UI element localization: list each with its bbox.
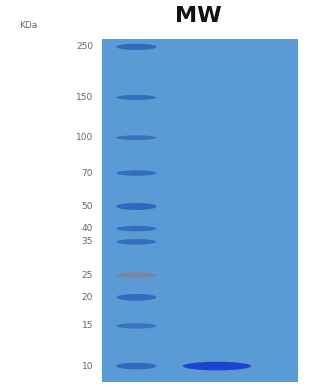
Text: 70: 70 (82, 169, 93, 178)
Text: 150: 150 (76, 93, 93, 102)
Ellipse shape (116, 203, 157, 210)
Ellipse shape (183, 362, 251, 370)
Ellipse shape (116, 135, 157, 140)
Ellipse shape (116, 95, 157, 100)
Ellipse shape (116, 44, 157, 50)
Text: 10: 10 (82, 361, 93, 370)
Ellipse shape (116, 239, 157, 245)
Text: 15: 15 (82, 321, 93, 330)
Text: KDa: KDa (19, 21, 37, 30)
Text: 35: 35 (82, 237, 93, 246)
Text: 50: 50 (82, 202, 93, 211)
Text: 25: 25 (82, 271, 93, 280)
FancyBboxPatch shape (102, 39, 298, 382)
Ellipse shape (116, 323, 157, 328)
Ellipse shape (116, 273, 157, 278)
Ellipse shape (116, 363, 157, 369)
Text: 20: 20 (82, 293, 93, 302)
Ellipse shape (116, 171, 157, 176)
Text: 100: 100 (76, 133, 93, 142)
Text: MW: MW (175, 5, 222, 26)
Ellipse shape (116, 294, 157, 301)
Text: 40: 40 (82, 224, 93, 233)
Ellipse shape (116, 226, 157, 231)
Text: 250: 250 (76, 42, 93, 51)
